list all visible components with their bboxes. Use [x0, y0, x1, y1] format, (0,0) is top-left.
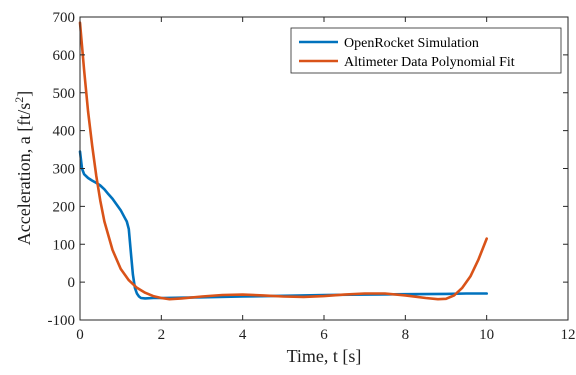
- y-tick-label-6: 500: [53, 86, 76, 102]
- legend-label-openrocket: OpenRocket Simulation: [344, 36, 479, 51]
- y-tick-label-4: 300: [53, 162, 76, 178]
- y-tick-label-0: -100: [48, 313, 76, 329]
- y-tick-label-8: 700: [53, 10, 76, 26]
- y-tick-label-7: 600: [53, 48, 76, 64]
- x-tick-label-3: 6: [320, 327, 328, 343]
- y-axis-label: Acceleration, a [ft/s2]: [12, 91, 34, 245]
- y-tick-label-2: 100: [53, 237, 76, 253]
- x-tick-label-1: 2: [158, 327, 166, 343]
- series-layer: [78, 21, 489, 301]
- x-tick-label-0: 0: [76, 327, 84, 343]
- x-axis-label: Time, t [s]: [287, 346, 362, 366]
- x-tick-label-5: 10: [479, 327, 494, 343]
- y-axis-label-close: ]: [14, 91, 34, 97]
- series-line-1: [78, 21, 489, 301]
- x-tick-label-4: 8: [402, 327, 410, 343]
- y-tick-label-1: 0: [68, 275, 76, 291]
- x-tick-label-6: 12: [561, 327, 576, 343]
- y-axis-label-superscript: 2: [12, 97, 26, 103]
- y-tick-label-5: 400: [53, 124, 76, 140]
- y-axis-label-main: Acceleration, a [ft/s: [14, 103, 34, 245]
- x-tick-label-2: 4: [239, 327, 247, 343]
- y-tick-label-3: 200: [53, 199, 76, 215]
- legend-label-altimeter-fit: Altimeter Data Polynomial Fit: [344, 55, 515, 70]
- legend: OpenRocket Simulation Altimeter Data Pol…: [290, 27, 562, 74]
- legend-box: [290, 27, 562, 74]
